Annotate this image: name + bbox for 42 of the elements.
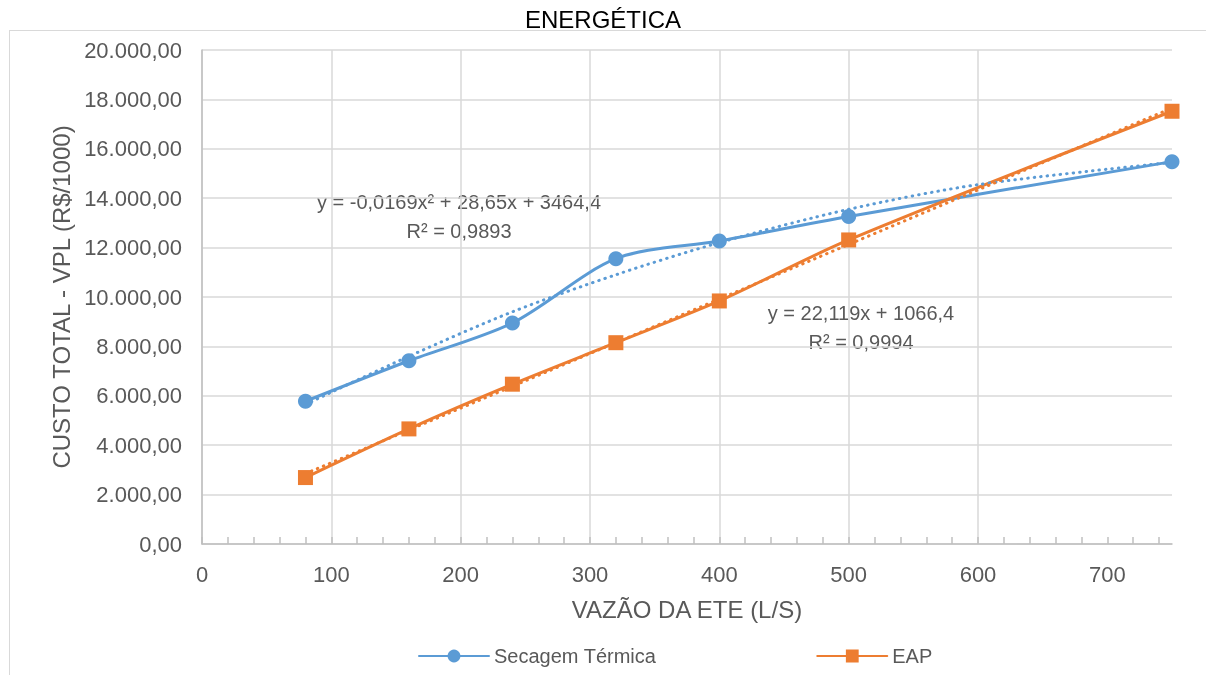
point — [608, 251, 624, 267]
y-tick-label: 6.000,00 — [96, 383, 182, 409]
chart-title: ENERGÉTICA — [524, 5, 682, 33]
point — [504, 315, 520, 331]
x-axis-title: VAZÃO DA ETE (L/S) — [571, 595, 803, 623]
annotation: R² = 0,9893 — [406, 220, 512, 242]
annotation: y = -0,0169x² + 28,65x + 3464,4 — [316, 191, 602, 213]
point — [841, 232, 857, 248]
point — [608, 335, 624, 351]
x-tick-label: 100 — [312, 561, 350, 587]
x-tick-label: 600 — [959, 561, 997, 587]
point — [1164, 103, 1180, 119]
y-tick-label: 14.000,00 — [84, 185, 182, 211]
point — [297, 393, 313, 409]
y-tick-label: 4.000,00 — [96, 432, 182, 458]
y-tick-label: 2.000,00 — [96, 482, 182, 508]
x-tick-label: 500 — [830, 561, 868, 587]
point — [711, 293, 727, 309]
legend-label: Secagem Térmica — [494, 645, 657, 667]
y-axis-title: CUSTO TOTAL - VPL (R$/1000) — [47, 125, 75, 469]
y-tick-label: 12.000,00 — [84, 235, 182, 261]
annotation: y = 22,119x + 1066,4 — [767, 302, 955, 324]
point — [401, 353, 417, 369]
point — [1164, 154, 1180, 170]
legend-label: EAP — [892, 645, 933, 667]
x-tick-label: 0 — [195, 561, 209, 587]
y-tick-label: 8.000,00 — [96, 333, 182, 359]
y-tick-label: 16.000,00 — [84, 136, 182, 162]
point — [504, 376, 520, 392]
y-tick-label: 20.000,00 — [84, 37, 182, 63]
x-tick-label: 700 — [1088, 561, 1126, 587]
y-tick-label: 10.000,00 — [84, 284, 182, 310]
y-tick-label: 18.000,00 — [84, 86, 182, 112]
x-tick-label: 400 — [700, 561, 738, 587]
x-tick-label: 300 — [571, 561, 609, 587]
y-tick-label: 0,00 — [139, 531, 182, 557]
point — [401, 421, 417, 437]
point — [297, 470, 313, 486]
point — [711, 233, 727, 249]
x-tick-label: 200 — [442, 561, 480, 587]
point — [841, 208, 857, 224]
annotation: R² = 0,9994 — [808, 331, 914, 353]
